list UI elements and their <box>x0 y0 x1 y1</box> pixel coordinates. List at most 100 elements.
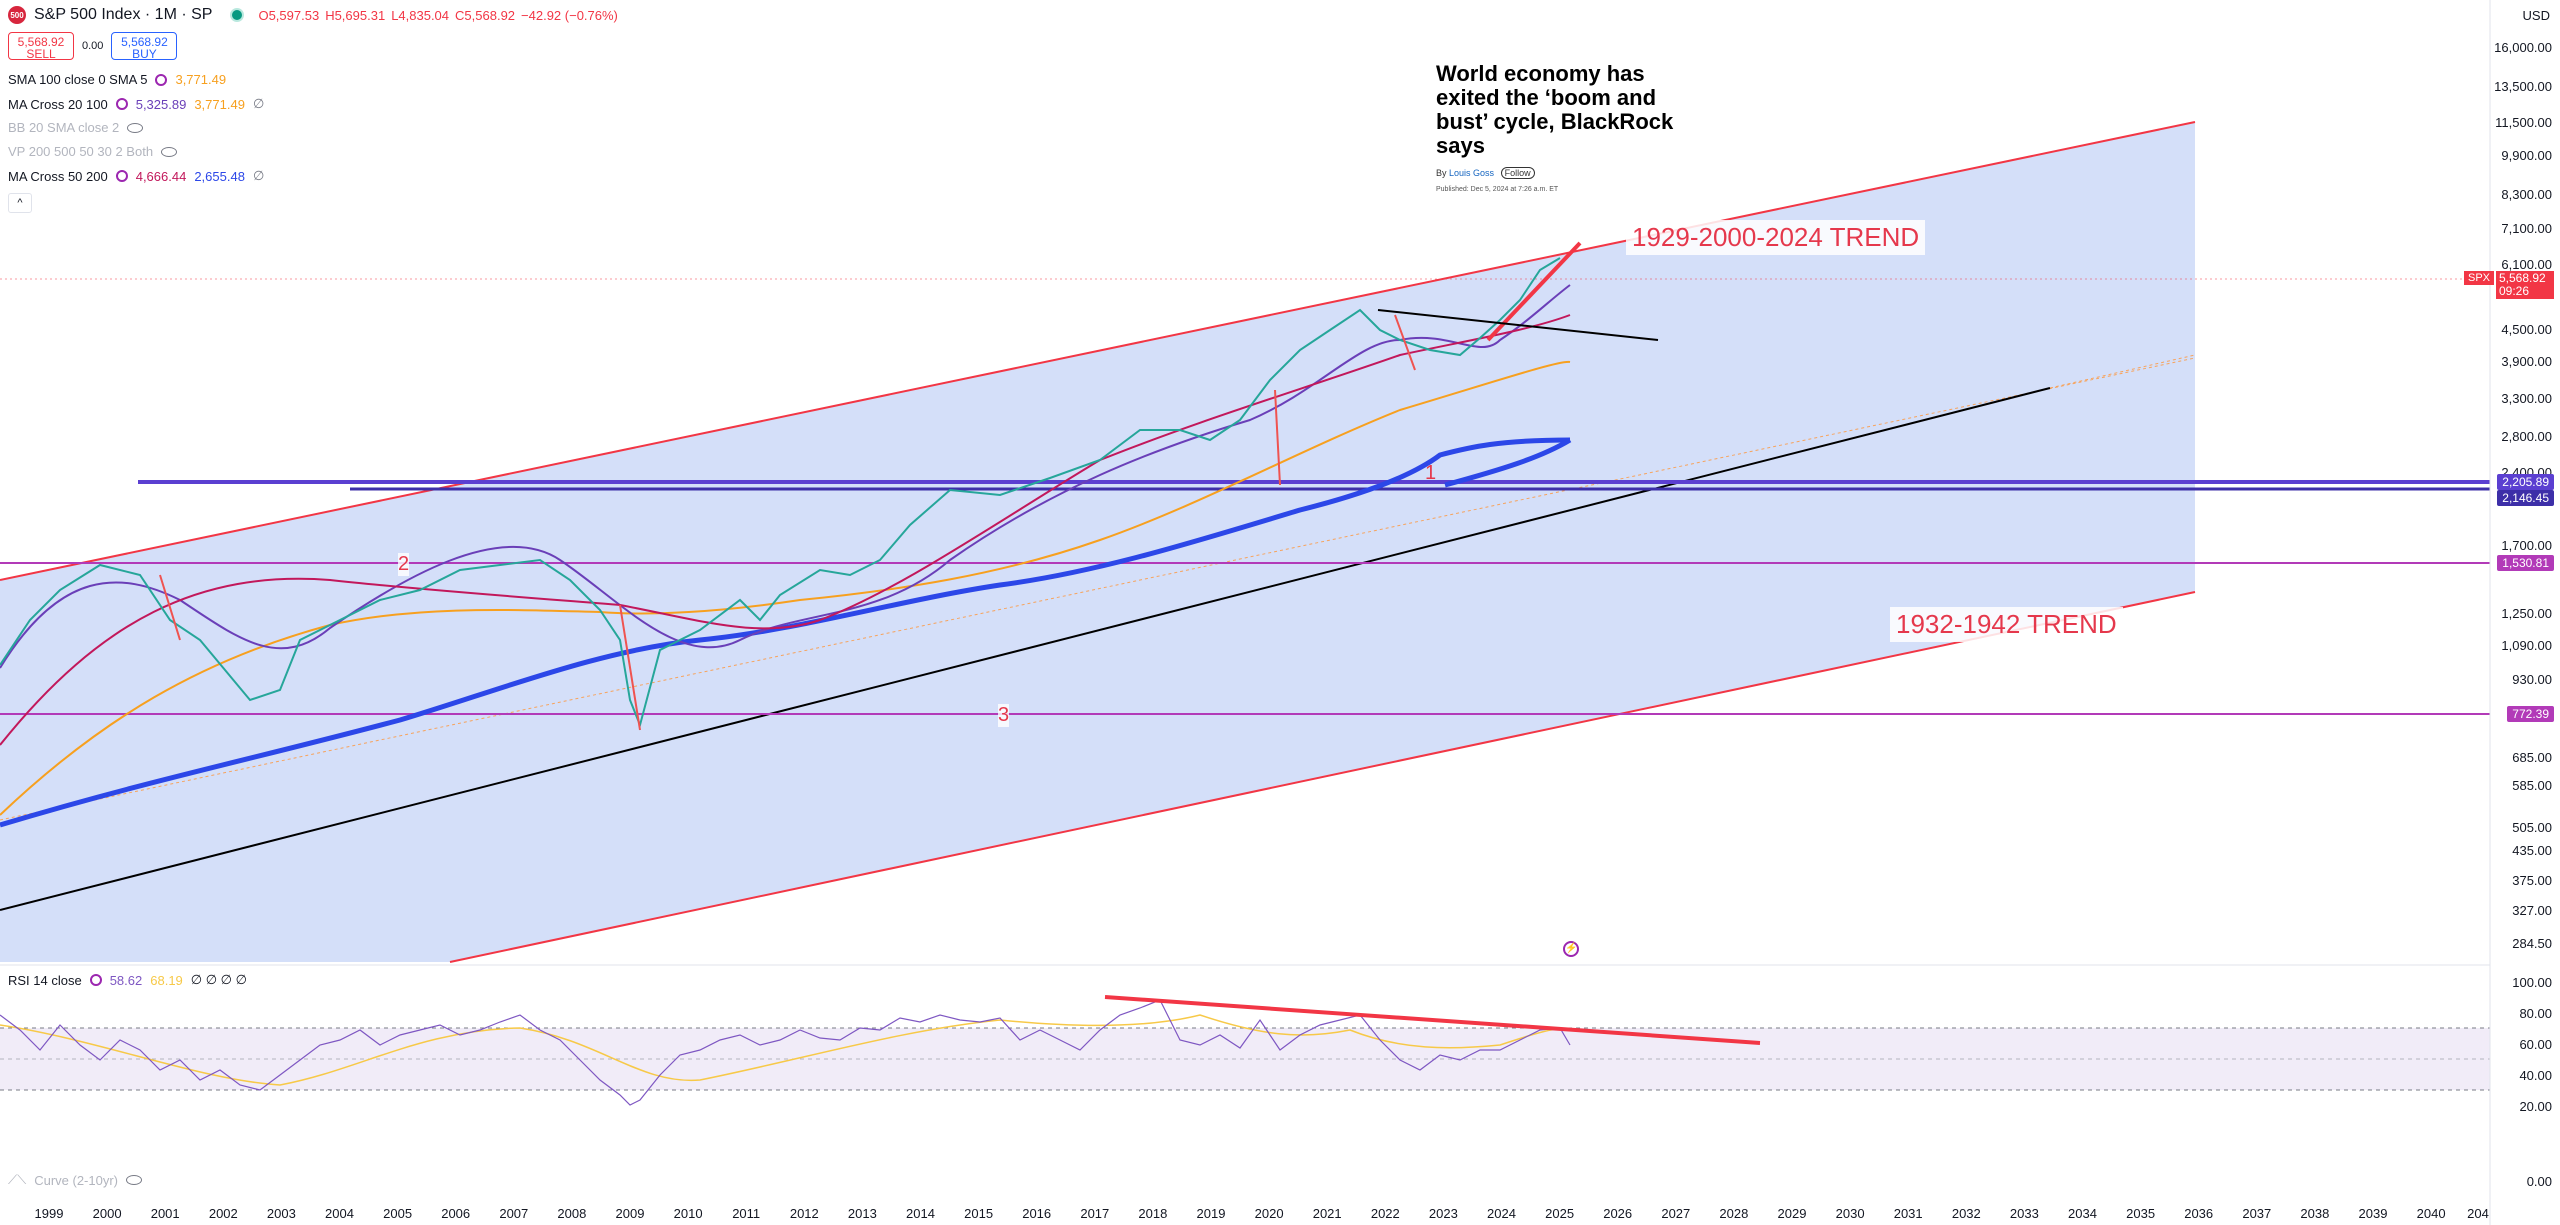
indicator-label: MA Cross 50 200 <box>8 168 108 184</box>
eye-icon[interactable] <box>161 146 178 157</box>
regression-channel <box>0 122 2195 962</box>
time-axis-label: 2003 <box>266 1206 296 1221</box>
indicator-value-2: 2,655.48 <box>194 168 245 184</box>
black-short-line[interactable] <box>1377 309 1659 341</box>
rsi-ma-value: 68.19 <box>150 972 183 988</box>
price-axis-label: 435.00 <box>2512 843 2552 858</box>
settings-icon[interactable] <box>115 170 128 182</box>
level-tag-c: 1,530.81 <box>2497 555 2554 571</box>
symbol-title[interactable]: S&P 500 Index · 1M · SP <box>34 6 213 23</box>
indicator-ma-cross-20-100[interactable]: MA Cross 20 100 5,325.89 3,771.49 ∅ <box>8 96 264 112</box>
market-status-icon[interactable] <box>230 8 245 22</box>
price-axis-label: 1,090.00 <box>2501 638 2552 653</box>
news-author: Louis Goss <box>1449 168 1495 178</box>
upper-trend-label[interactable]: 1929-2000-2024 TREND <box>1626 220 1926 255</box>
currency-label[interactable]: USD <box>2522 8 2550 23</box>
black-trend-line[interactable] <box>0 387 2051 911</box>
price-axis-label: 375.00 <box>2512 873 2552 888</box>
level-tag-a: 2,205.89 <box>2497 474 2554 490</box>
symbol-header: 500 S&P 500 Index · 1M · SP O5,597.53 H5,… <box>0 0 618 30</box>
by-label: By <box>1436 168 1447 178</box>
price-axis-label: 9,900.00 <box>2501 148 2552 163</box>
time-axis-label: 1999 <box>34 1206 64 1221</box>
rsi-divergence-line[interactable] <box>1104 995 1761 1045</box>
settings-icon[interactable] <box>155 73 168 86</box>
rsi-label: RSI 14 close <box>8 972 82 988</box>
time-axis-label: 2007 <box>499 1206 529 1221</box>
sma-100-line <box>0 437 1571 828</box>
indicator-label: BB 20 SMA close 2 <box>8 120 120 135</box>
rsi-axis-label: 40.00 <box>2519 1068 2552 1083</box>
settings-icon[interactable] <box>89 974 102 986</box>
curve-indicator[interactable]: ⟋⟍ Curve (2-10yr) <box>8 1172 142 1188</box>
indicator-value-3: ∅ <box>252 168 265 183</box>
marker-1[interactable]: 1 <box>1425 462 1437 484</box>
price-axis-label: 3,900.00 <box>2501 354 2552 369</box>
price-axis-label: 585.00 <box>2512 778 2552 793</box>
sell-button[interactable]: 5,568.92 SELL <box>8 32 74 60</box>
marker-2[interactable]: 2 <box>398 553 410 576</box>
time-axis-label: 2038 <box>2300 1206 2330 1221</box>
last-price-tag: 5,568.92 09:26 <box>2496 271 2554 299</box>
rsi-legend[interactable]: RSI 14 close 58.62 68.19 ∅ ∅ ∅ ∅ <box>8 972 247 988</box>
time-axis-label: 2018 <box>1138 1206 1168 1221</box>
time-axis-label: 2024 <box>1487 1206 1516 1221</box>
time-axis-label: 2029 <box>1777 1206 1807 1221</box>
time-axis-label: 2035 <box>2126 1206 2156 1221</box>
curve-label: Curve (2-10yr) <box>34 1172 118 1188</box>
time-axis-label: 2019 <box>1196 1206 1226 1221</box>
median-line <box>0 357 2196 821</box>
collapse-legend-button[interactable]: ^ <box>8 193 32 213</box>
indicator-ma-cross-50-200[interactable]: MA Cross 50 200 4,666.44 2,655.48 ∅ <box>8 168 264 184</box>
news-clipping: World economy has exited the ‘boom and b… <box>1436 62 1686 194</box>
indicator-value-2: 3,771.49 <box>194 96 245 112</box>
time-axis-label: 2034 <box>2068 1206 2097 1221</box>
time-axis-label: 2039 <box>2358 1206 2388 1221</box>
spx-tag: SPX <box>2463 271 2494 285</box>
indicator-vp[interactable]: VP 200 500 50 30 2 Both <box>8 144 178 159</box>
time-axis-label: 2012 <box>789 1206 819 1221</box>
time-axis-label: 2008 <box>557 1206 587 1221</box>
follow-badge: Follow <box>1500 167 1535 179</box>
time-axis-label: 2040 <box>2416 1206 2446 1221</box>
marker-3[interactable]: 3 <box>998 704 1010 727</box>
time-axis-label: 2021 <box>1312 1206 1342 1221</box>
indicator-sma-100[interactable]: SMA 100 close 0 SMA 5 3,771.49 <box>8 72 226 87</box>
indicator-value-3: ∅ <box>252 96 265 111</box>
price-axis-label: 1,250.00 <box>2501 606 2552 621</box>
eye-icon[interactable] <box>127 122 144 133</box>
time-axis-label: 2033 <box>2009 1206 2039 1221</box>
news-published: Published: Dec 5, 2024 at 7:26 a.m. ET <box>1436 186 1559 193</box>
indicator-bb[interactable]: BB 20 SMA close 2 <box>8 120 144 135</box>
lower-trend-label[interactable]: 1932-1942 TREND <box>1890 607 2123 642</box>
rsi-axis-label: 100.00 <box>2512 975 2552 990</box>
indicator-value: 5,325.89 <box>135 96 187 112</box>
settings-icon[interactable] <box>115 98 128 110</box>
time-axis-label: 2011 <box>732 1206 761 1221</box>
time-axis-label: 2028 <box>1719 1206 1749 1221</box>
buy-button[interactable]: 5,568.92 BUY <box>111 32 178 60</box>
time-axis-label: 2030 <box>1835 1206 1865 1221</box>
time-axis-label: 2020 <box>1254 1206 1284 1221</box>
open-value: O5,597.53 <box>258 7 320 23</box>
eye-icon[interactable] <box>126 1175 142 1185</box>
time-axis-label: 2023 <box>1428 1206 1458 1221</box>
time-axis-label: 2017 <box>1080 1206 1110 1221</box>
lower-trend-line[interactable] <box>449 591 2196 963</box>
price-axis-label: 6,100.00 <box>2501 257 2552 272</box>
sma-100-recent <box>1444 437 1572 488</box>
indicator-value: 3,771.49 <box>175 72 227 87</box>
ma-red-line <box>0 314 1571 746</box>
close-value: C5,568.92 <box>455 7 516 23</box>
indicator-value: 4,666.44 <box>135 168 187 184</box>
upper-trend-line[interactable] <box>0 121 2196 581</box>
rsi-ma-line <box>0 1014 1571 1086</box>
time-axis-label: 2006 <box>441 1206 471 1221</box>
time-axis-label: 2036 <box>2184 1206 2214 1221</box>
time-axis-label: 2013 <box>847 1206 877 1221</box>
price-axis-label: 2,800.00 <box>2501 429 2552 444</box>
flash-icon[interactable]: ⚡ <box>1563 941 1579 957</box>
sell-label: SELL <box>26 47 56 61</box>
time-axis-label: 2004 <box>325 1206 354 1221</box>
